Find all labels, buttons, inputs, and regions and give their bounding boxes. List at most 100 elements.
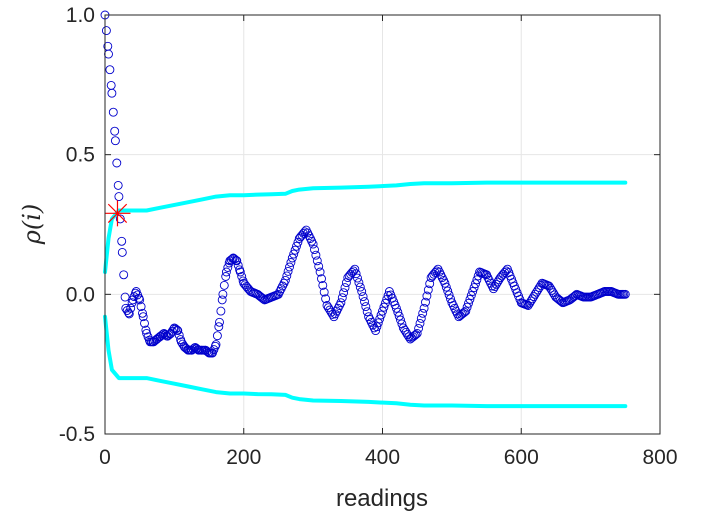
y-axis-label: ρ(i) xyxy=(18,204,46,246)
acf-marker xyxy=(545,283,555,293)
autocorrelation-markers xyxy=(100,10,630,358)
acf-marker xyxy=(419,303,429,313)
acf-marker xyxy=(461,306,471,316)
acf-marker xyxy=(225,256,235,266)
acf-marker xyxy=(357,287,367,296)
acf-marker xyxy=(326,307,336,317)
confidence-bound-lower xyxy=(103,314,628,409)
acf-marker xyxy=(523,301,533,310)
acf-marker xyxy=(173,326,183,336)
acf-marker xyxy=(414,323,424,333)
acf-marker xyxy=(464,298,473,308)
acf-marker xyxy=(117,247,127,257)
acf-marker xyxy=(544,281,554,291)
cutoff-marker xyxy=(104,200,131,227)
acf-marker xyxy=(237,272,247,281)
y-axis: -0.5 0.0 0.5 1.0 xyxy=(59,4,660,446)
acf-marker xyxy=(336,298,346,308)
x-tick-label: 400 xyxy=(365,446,400,469)
acf-marker xyxy=(398,323,408,333)
acf-marker xyxy=(318,280,328,290)
acf-marker xyxy=(351,269,361,279)
acf-marker xyxy=(529,292,539,302)
acf-marker xyxy=(347,268,357,277)
acf-marker xyxy=(315,267,325,277)
acf-marker xyxy=(114,192,124,202)
acf-marker xyxy=(289,249,299,259)
acf-marker xyxy=(397,319,407,329)
acf-marker xyxy=(110,136,120,146)
acf-marker xyxy=(319,287,329,297)
acf-marker xyxy=(169,324,179,334)
acf-marker xyxy=(339,288,349,298)
acf-marker xyxy=(444,290,454,300)
acf-marker xyxy=(283,266,293,276)
acf-marker xyxy=(120,292,130,302)
acf-marker xyxy=(231,255,241,265)
acf-marker xyxy=(380,298,390,308)
acf-marker xyxy=(126,303,136,313)
acf-marker xyxy=(416,313,426,323)
acf-marker xyxy=(354,278,364,288)
acf-marker xyxy=(360,297,369,307)
acf-marker xyxy=(292,241,301,251)
acf-marker xyxy=(110,126,120,136)
x-tick-label: 0 xyxy=(99,446,111,469)
acf-marker xyxy=(472,275,482,285)
acf-marker xyxy=(415,318,425,328)
y-tick-label: 0.5 xyxy=(66,144,95,167)
acf-marker xyxy=(490,282,500,291)
acf-marker xyxy=(215,317,224,327)
confidence-bound-upper xyxy=(103,180,628,274)
acf-marker xyxy=(112,158,122,168)
cutoff-star-marker xyxy=(104,200,131,227)
acf-marker xyxy=(169,323,179,333)
acf-marker xyxy=(298,228,308,238)
acf-marker xyxy=(135,295,145,305)
acf-marker xyxy=(533,285,543,295)
acf-marker xyxy=(226,255,236,265)
acf-marker xyxy=(412,328,422,338)
acf-marker xyxy=(371,326,381,336)
acf-marker xyxy=(217,295,227,305)
acf-marker xyxy=(620,289,630,299)
acf-marker xyxy=(218,289,228,299)
acf-marker xyxy=(353,273,362,283)
acf-marker xyxy=(423,285,433,295)
acf-marker xyxy=(322,301,332,310)
acf-marker xyxy=(489,284,498,294)
acf-marker xyxy=(375,314,385,324)
acf-marker xyxy=(323,303,333,313)
acf-marker xyxy=(115,214,125,224)
acf-marker xyxy=(272,290,282,300)
acf-marker xyxy=(317,274,326,284)
acf-marker xyxy=(221,272,231,281)
acf-marker xyxy=(418,308,428,318)
acf-marker xyxy=(321,294,331,304)
acf-marker xyxy=(430,268,440,277)
acf-marker xyxy=(396,315,405,325)
acf-marker xyxy=(458,308,468,318)
x-tick-label: 800 xyxy=(642,446,677,469)
acf-marker xyxy=(379,302,389,312)
acf-marker xyxy=(526,296,536,306)
acf-marker xyxy=(219,280,229,290)
x-axis: 0 200 400 600 800 xyxy=(99,15,678,469)
acf-marker xyxy=(214,322,224,332)
acf-marker xyxy=(466,291,476,300)
acf-marker xyxy=(312,256,322,266)
acf-marker xyxy=(287,253,297,263)
acf-marker xyxy=(108,107,118,117)
acf-marker xyxy=(393,307,403,317)
acf-marker xyxy=(443,286,453,296)
acf-marker xyxy=(216,306,226,316)
acf-marker xyxy=(350,264,360,274)
acf-marker xyxy=(141,325,151,335)
acf-marker xyxy=(391,303,401,313)
acf-marker xyxy=(355,282,365,292)
acf-marker xyxy=(469,283,479,293)
acf-marker xyxy=(372,322,382,332)
acf-marker xyxy=(221,267,231,277)
acf-marker xyxy=(232,256,242,266)
